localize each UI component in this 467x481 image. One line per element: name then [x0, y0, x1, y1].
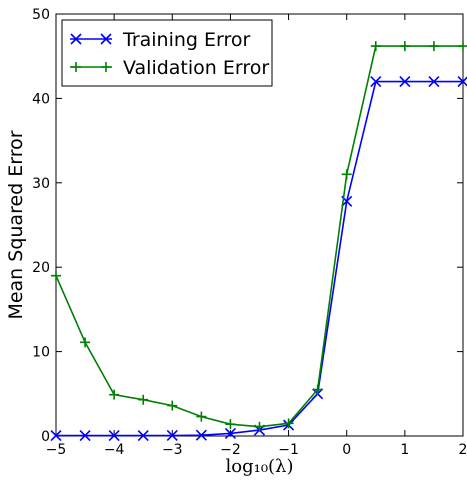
- plot-area-frame: [55, 13, 464, 437]
- series-line-validation-error: [55, 45, 463, 428]
- data-point-validation-error: [458, 41, 467, 52]
- data-point-validation-error: [370, 41, 381, 52]
- data-point-validation-error: [51, 270, 61, 281]
- x-tick-label: 1: [400, 442, 409, 458]
- series-layer: [50, 41, 467, 442]
- legend-marker-training-error: [70, 33, 82, 45]
- series-line-training-error: [56, 80, 463, 437]
- legend-label-training-error: Training Error: [122, 29, 251, 51]
- data-point-validation-error: [341, 169, 352, 180]
- data-point-validation-error: [167, 400, 178, 411]
- x-tick-label: 2: [459, 442, 467, 458]
- data-point-training-error: [108, 430, 120, 442]
- data-point-training-error: [370, 75, 382, 88]
- legend-items: Training Error Validation Error: [70, 29, 269, 79]
- legend-marker-training-error: [100, 33, 112, 45]
- data-point-validation-error: [312, 384, 323, 395]
- data-point-validation-error: [428, 41, 439, 52]
- legend-marker-validation-error: [71, 62, 81, 72]
- data-point-validation-error: [80, 337, 91, 348]
- data-point-validation-error: [225, 419, 236, 430]
- data-point-validation-error: [254, 421, 265, 432]
- x-axis-label: log₁₀(λ): [225, 456, 293, 477]
- y-axis-label: Mean Squared Error: [5, 130, 27, 319]
- legend-item-validation-error: Validation Error: [70, 57, 269, 79]
- data-point-training-error: [428, 75, 440, 88]
- y-tick-label: 30: [32, 176, 50, 192]
- data-point-validation-error: [138, 394, 149, 405]
- x-tick-label: −5: [46, 442, 67, 458]
- legend: Training Error Validation Error: [61, 19, 273, 87]
- data-point-training-error: [224, 427, 236, 440]
- y-tick-label: 50: [32, 7, 50, 23]
- data-point-validation-error: [196, 411, 207, 422]
- x-tick-label: −4: [104, 442, 125, 458]
- x-tick-label: −3: [162, 442, 183, 458]
- data-point-training-error: [195, 429, 207, 441]
- legend-box: [61, 19, 273, 87]
- legend-label-validation-error: Validation Error: [123, 57, 269, 79]
- data-point-validation-error: [109, 389, 120, 400]
- data-point-training-error: [137, 430, 149, 442]
- data-point-training-error: [166, 429, 178, 442]
- data-point-training-error: [457, 75, 467, 88]
- data-point-validation-error: [283, 418, 294, 429]
- x-tick-label: −1: [278, 442, 299, 458]
- series-training-error: [50, 75, 467, 442]
- legend-item-training-error: Training Error: [70, 29, 251, 51]
- y-tick-label: 10: [32, 345, 50, 361]
- y-tick-label: 20: [32, 260, 50, 276]
- data-point-training-error: [399, 75, 411, 88]
- legend-marker-validation-error: [101, 62, 111, 72]
- data-point-training-error: [50, 430, 62, 442]
- x-tick-label: −2: [220, 442, 241, 458]
- data-point-validation-error: [399, 41, 410, 52]
- y-tick-label: 40: [32, 91, 50, 107]
- data-point-training-error: [79, 430, 91, 442]
- x-tick-label: 0: [342, 442, 351, 458]
- y-tick-label: 0: [41, 429, 50, 445]
- series-validation-error: [51, 41, 467, 432]
